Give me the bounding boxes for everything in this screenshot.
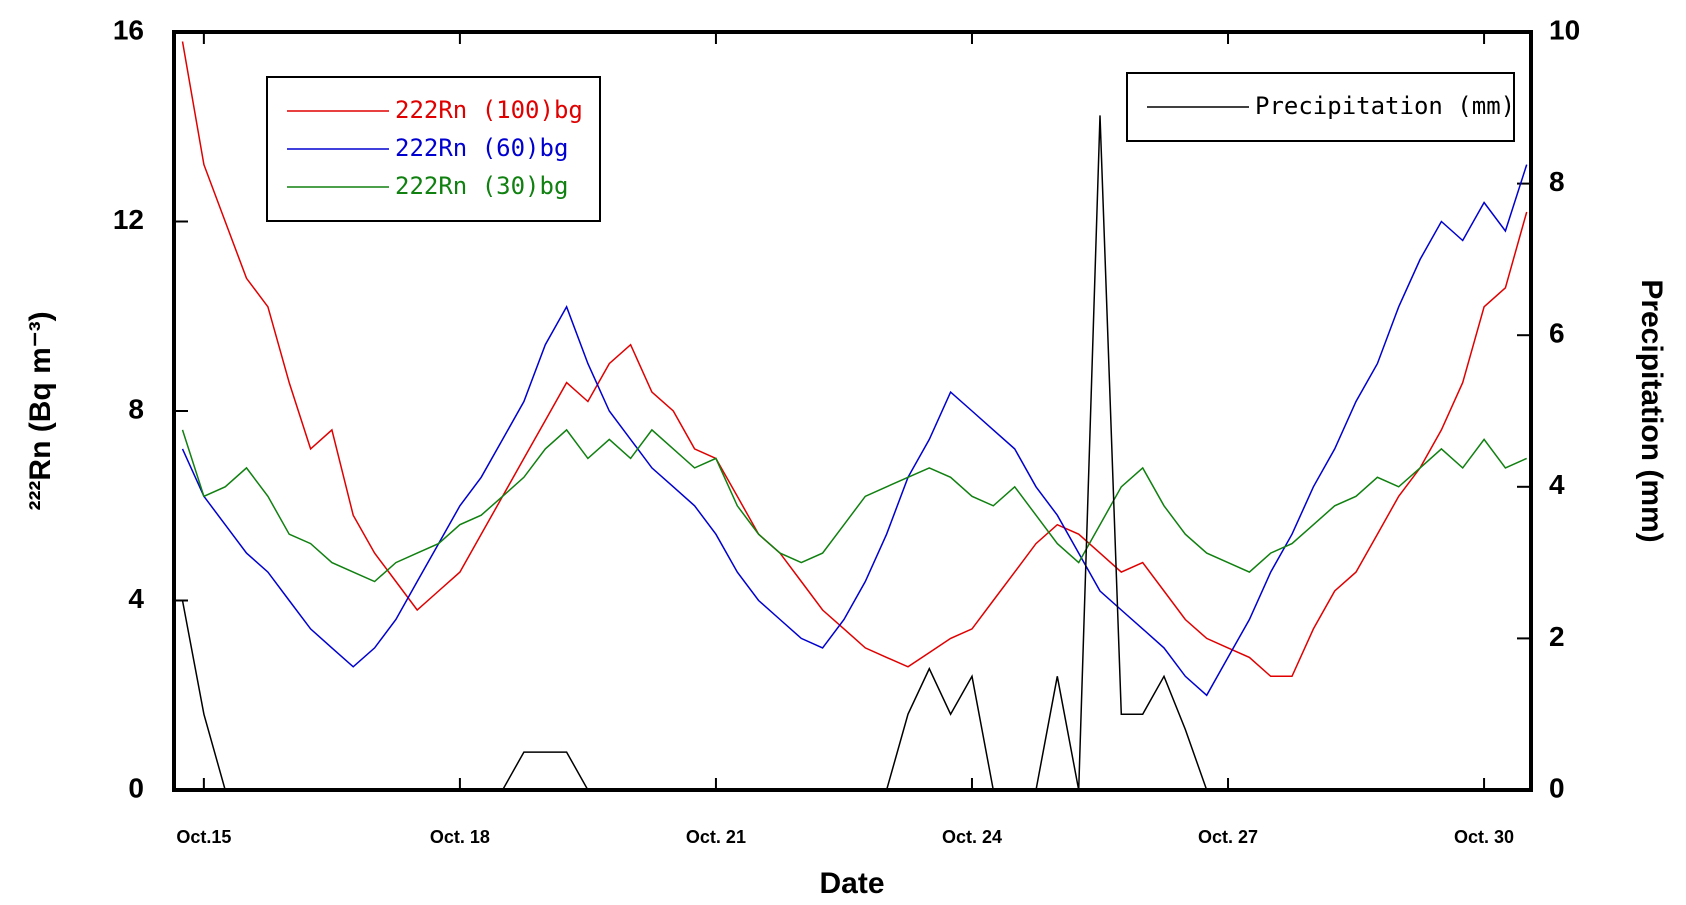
x-tick-label: Oct. 21 [686,827,746,847]
x-tick-label: Oct. 30 [1454,827,1514,847]
x-axis-title: Date [819,867,884,900]
y2-tick-label: 10 [1549,14,1580,45]
y2-tick-label: 6 [1549,318,1565,349]
legend-label: 222Rn (60)bg [395,134,568,162]
legend-box [1126,72,1515,142]
y2-tick-label: 2 [1549,621,1565,652]
y-tick-label: 8 [128,393,144,424]
x-tick-label: Oct. 27 [1198,827,1258,847]
legend-label: 222Rn (100)bg [395,96,583,124]
y2-axis-title: Precipitation (mm) [1635,279,1668,542]
x-tick-label: Oct. 24 [942,827,1002,847]
y-tick-label: 12 [113,204,144,235]
legend-label: Precipitation (mm) [1255,92,1515,120]
x-tick-label: Oct. 18 [430,827,490,847]
plot-frame [172,30,1533,792]
data-line [181,428,1528,583]
y2-tick-label: 8 [1549,166,1565,197]
data-line [181,41,1528,678]
y-axis-title: ²²²Rn (Bq m⁻³) [24,311,57,510]
data-line [181,164,1528,697]
y-tick-label: 4 [128,583,144,614]
legend-label: 222Rn (30)bg [395,172,568,200]
x-tick-label: Oct.15 [176,827,231,847]
y2-tick-label: 0 [1549,772,1565,803]
y2-tick-label: 4 [1549,469,1565,500]
y-tick-label: 16 [113,14,144,45]
y-tick-label: 0 [128,772,144,803]
